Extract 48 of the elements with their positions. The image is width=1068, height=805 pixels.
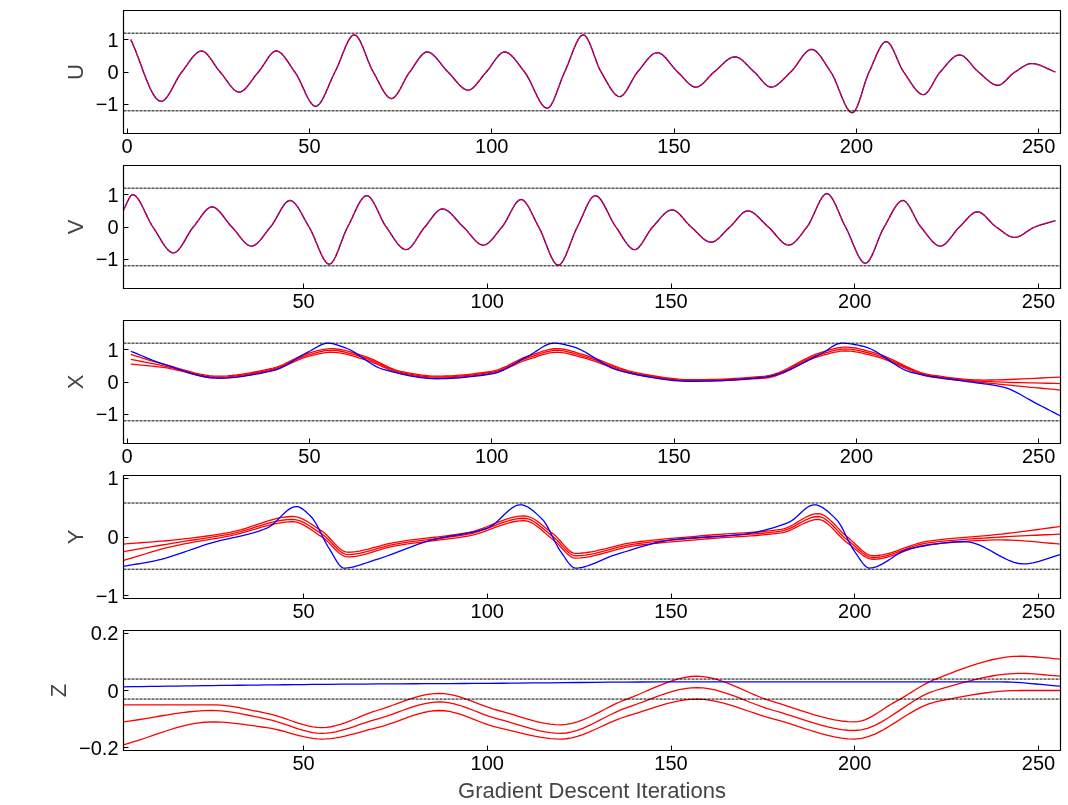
y-tick-label: −1 bbox=[95, 93, 119, 116]
y-tick-label: 0 bbox=[107, 61, 119, 83]
x-tick-label: 200 bbox=[839, 444, 874, 467]
x-tick-label: 100 bbox=[470, 751, 504, 774]
x-tick-label: 100 bbox=[470, 599, 504, 622]
y-axis-title: Y bbox=[62, 529, 88, 545]
y-tick-label: 0 bbox=[107, 371, 119, 393]
y-tick-label: −0.2 bbox=[79, 736, 119, 759]
y-tick-label: 1 bbox=[107, 183, 119, 206]
y-tick-label: 1 bbox=[107, 338, 119, 361]
x-axis-title: Gradient Descent Iterations bbox=[458, 777, 726, 803]
y-tick-label: 0 bbox=[107, 216, 119, 238]
x-tick-label: 200 bbox=[838, 599, 872, 622]
x-tick-label: 150 bbox=[654, 289, 688, 312]
y-axis-title: X bbox=[62, 374, 88, 390]
x-tick-label: 150 bbox=[657, 134, 691, 157]
x-tick-label: 50 bbox=[292, 599, 315, 622]
y-axis-title: U bbox=[62, 64, 88, 80]
y-axis-title: V bbox=[62, 219, 88, 235]
x-tick-label: 150 bbox=[654, 599, 688, 622]
x-tick-label: 200 bbox=[838, 289, 872, 312]
x-tick-label: 100 bbox=[475, 134, 509, 157]
x-tick-label: 50 bbox=[298, 444, 321, 467]
y-tick-label: −1 bbox=[95, 248, 119, 271]
x-tick-label: 50 bbox=[292, 751, 315, 774]
y-tick-label: 0 bbox=[107, 679, 119, 702]
y-tick-label: 0.2 bbox=[90, 622, 119, 645]
y-tick-label: 0 bbox=[107, 526, 119, 548]
x-tick-label: 250 bbox=[1021, 289, 1056, 312]
y-tick-label: −1 bbox=[95, 584, 119, 607]
y-tick-label: 1 bbox=[107, 28, 119, 51]
x-tick-label: 100 bbox=[475, 444, 509, 467]
x-tick-label: 200 bbox=[839, 134, 874, 157]
y-axis-title: Z bbox=[46, 683, 72, 698]
y-tick-label: −1 bbox=[95, 403, 119, 426]
x-tick-label: 0 bbox=[121, 134, 133, 157]
x-tick-label: 250 bbox=[1021, 751, 1056, 774]
y-tick-label: 1 bbox=[107, 467, 119, 490]
x-tick-label: 250 bbox=[1021, 599, 1056, 622]
x-tick-label: 50 bbox=[298, 134, 321, 157]
x-tick-label: 100 bbox=[470, 289, 504, 312]
x-tick-label: 0 bbox=[121, 444, 133, 467]
x-tick-label: 250 bbox=[1021, 134, 1056, 157]
x-tick-label: 250 bbox=[1021, 444, 1056, 467]
x-tick-label: 50 bbox=[292, 289, 315, 312]
x-tick-label: 150 bbox=[657, 444, 691, 467]
x-tick-label: 200 bbox=[838, 751, 872, 774]
x-tick-label: 150 bbox=[654, 751, 688, 774]
